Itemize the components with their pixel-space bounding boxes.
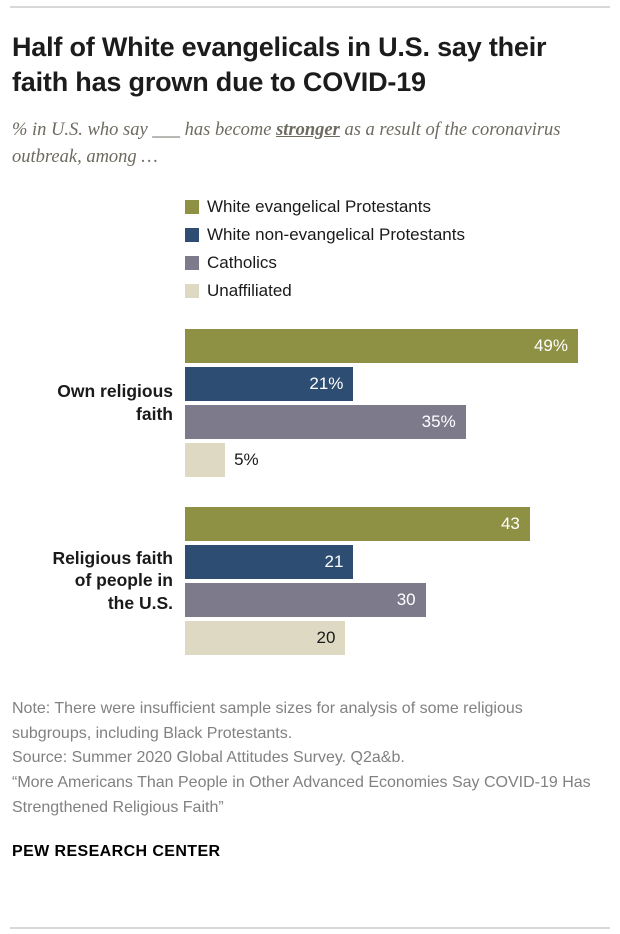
- legend-swatch-icon: [185, 227, 199, 242]
- bottom-border: [10, 927, 610, 929]
- bar-stack: 43 21 30 20: [185, 506, 578, 655]
- bar-value-label: 35%: [421, 411, 456, 431]
- subtitle-text-prefix: % in U.S. who say ___ has become: [12, 120, 277, 141]
- bar-row: 5%: [185, 442, 578, 477]
- category-label: Own religious faith: [57, 380, 173, 424]
- legend-item: White evangelical Protestants: [185, 197, 606, 217]
- notes-block: Note: There were insufficient sample siz…: [12, 697, 602, 821]
- note-text: Note: There were insufficient sample siz…: [12, 699, 523, 742]
- legend-label: White evangelical Protestants: [207, 196, 431, 216]
- bar-chart: Own religious faith 49% 21% 35% 5% Religious f…: [12, 328, 606, 655]
- chart-card: Half of White evangelicals in U.S. say t…: [12, 32, 606, 860]
- legend-label: Catholics: [207, 252, 277, 272]
- bar-stack: 49% 21% 35% 5%: [185, 328, 578, 477]
- top-border: [10, 6, 610, 8]
- bar-row: 35%: [185, 404, 578, 439]
- legend-item: Catholics: [185, 253, 606, 273]
- bar-row: 49%: [185, 328, 578, 363]
- bar: 21%: [185, 366, 354, 401]
- legend-swatch-icon: [185, 199, 199, 214]
- bar: 21: [185, 544, 354, 579]
- category-label: Religious faith of people in the U.S.: [52, 547, 173, 614]
- chart-title: Half of White evangelicals in U.S. say t…: [12, 32, 547, 97]
- bar-value-label: 5%: [234, 449, 259, 469]
- bar-row: 21%: [185, 366, 578, 401]
- bar-value-label: 49%: [533, 335, 568, 355]
- subtitle-emphasis: stronger: [276, 120, 340, 141]
- bar-row: 30: [185, 582, 578, 617]
- bar: 20: [185, 620, 346, 655]
- legend-swatch-icon: [185, 255, 199, 270]
- bar-value-label: 20: [316, 627, 336, 647]
- bar: 30: [185, 582, 426, 617]
- bar-row: 43: [185, 506, 578, 541]
- bar: [185, 442, 226, 477]
- bar: 49%: [185, 328, 578, 363]
- legend-label: White non-evangelical Protestants: [207, 224, 465, 244]
- bar-value-label: 30: [396, 589, 416, 609]
- bar-row: 21: [185, 544, 578, 579]
- legend-label: Unaffiliated: [207, 280, 292, 300]
- bar-row: 20: [185, 620, 578, 655]
- subtitle-text-suffix: as a result of the coronavirus outbreak,…: [12, 120, 561, 167]
- source-text: Source: Summer 2020 Global Attitudes Sur…: [12, 749, 405, 767]
- bar-value-label: 21: [324, 551, 344, 571]
- footer-brand: PEW RESEARCH CENTER: [12, 842, 221, 860]
- legend-item: White non-evangelical Protestants: [185, 225, 606, 245]
- legend-swatch-icon: [185, 283, 199, 298]
- bar-group: Own religious faith 49% 21% 35% 5%: [12, 328, 606, 477]
- bar-group: Religious faith of people in the U.S. 43 21 3…: [12, 506, 606, 655]
- quote-text: “More Americans Than People in Other Adv…: [12, 774, 591, 816]
- bar-value-label: 21%: [309, 373, 344, 393]
- legend: White evangelical Protestants White non-e…: [185, 197, 606, 301]
- bar: 35%: [185, 404, 466, 439]
- chart-subtitle: % in U.S. who say ___ has become stronge…: [12, 117, 572, 171]
- bar: 43: [185, 506, 530, 541]
- legend-item: Unaffiliated: [185, 281, 606, 301]
- bar-value-label: 43: [500, 513, 520, 533]
